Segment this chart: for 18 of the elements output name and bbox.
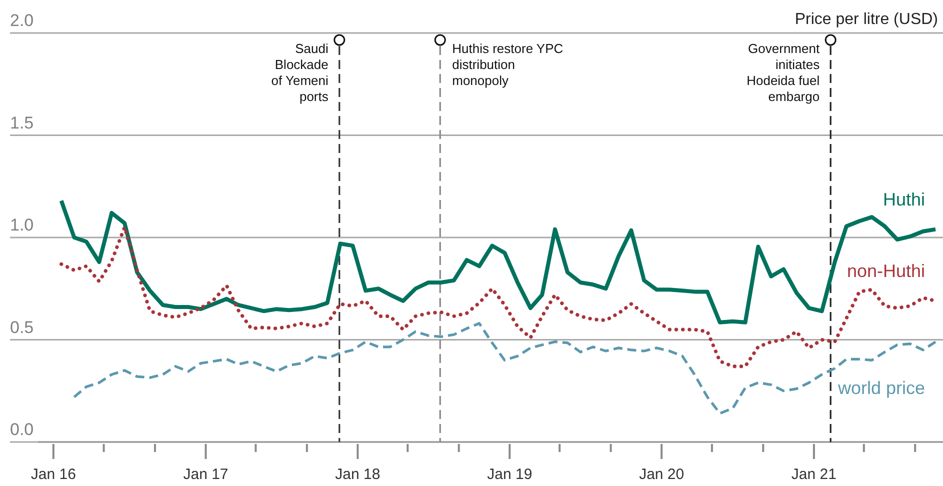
series-label: Huthi	[882, 189, 925, 210]
series-label: non-Huthi	[846, 260, 925, 281]
x-tick-label: Jan 16	[30, 466, 76, 483]
ref-line-label: Huthis restore YPC distribution monopoly	[452, 41, 564, 88]
x-tick-label: Jan 18	[335, 466, 380, 483]
y-tick-label: 1.0	[10, 216, 34, 234]
y-tick-label: 1.5	[10, 113, 34, 132]
x-tick-label: Jan 20	[639, 466, 684, 483]
x-tick-label: Jan 19	[487, 466, 532, 483]
y-tick-label: 0.0	[10, 420, 34, 439]
ref-line-label: Government initiates Hodeida fuel embargo	[746, 41, 820, 104]
x-tick-label: Jan 17	[183, 466, 228, 483]
series-label: world price	[836, 378, 925, 398]
y-tick-label: 0.5	[10, 318, 34, 337]
x-tick-label: Jan 21	[791, 466, 836, 483]
y-axis-title: Price per litre (USD)	[794, 11, 938, 28]
y-tick-label: 2.0	[10, 11, 34, 30]
ref-line-label: Saudi Blockade of Yemeni ports	[271, 41, 329, 104]
